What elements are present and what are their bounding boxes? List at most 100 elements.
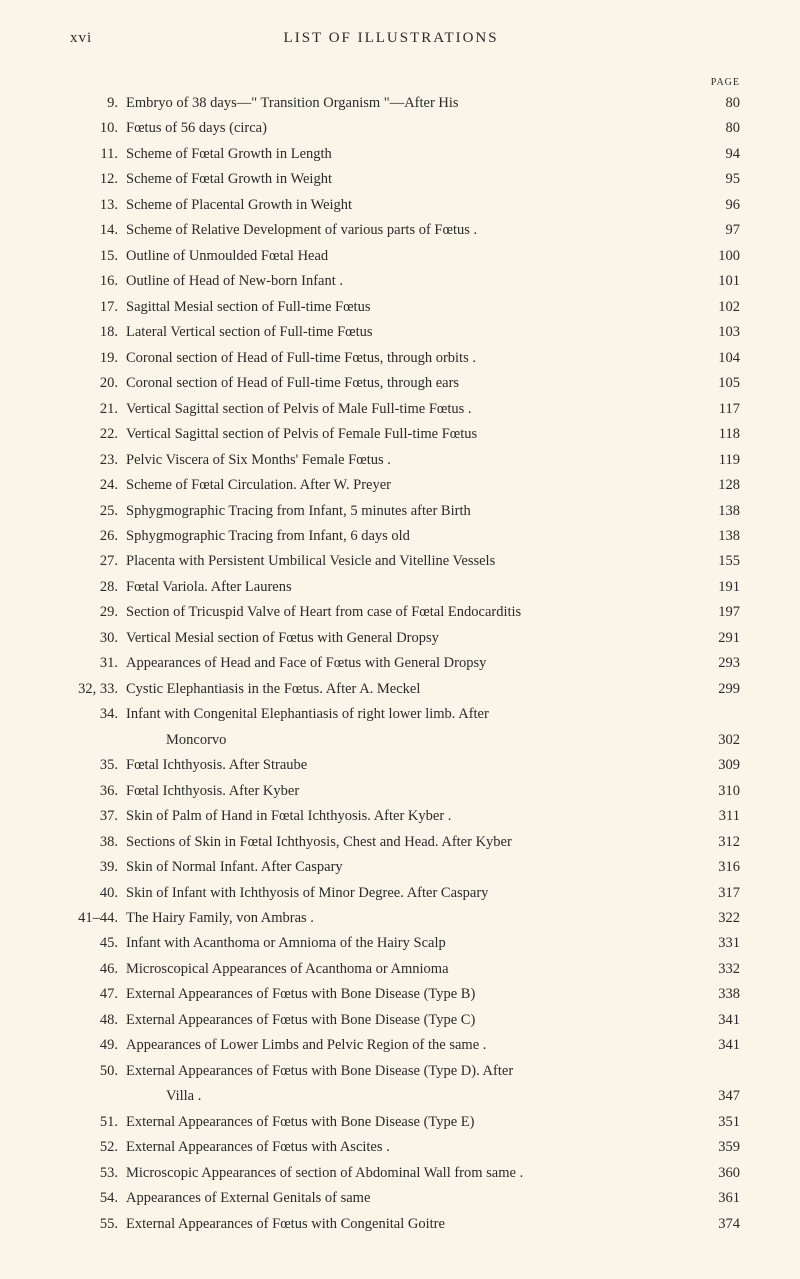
list-item: 21.Vertical Sagittal section of Pelvis o… <box>70 398 740 420</box>
entry-number: 22. <box>70 423 126 445</box>
entry-text: Villa . <box>126 1085 690 1107</box>
entry-text: Section of Tricuspid Valve of Heart from… <box>126 601 690 623</box>
list-item: 50.External Appearances of Fœtus with Bo… <box>70 1060 740 1082</box>
entry-number: 55. <box>70 1213 126 1235</box>
entry-number: 51. <box>70 1111 126 1133</box>
entry-number: 35. <box>70 754 126 776</box>
list-item: 29.Section of Tricuspid Valve of Heart f… <box>70 601 740 623</box>
entry-page: 118 <box>690 423 740 445</box>
list-item: 46.Microscopical Appearances of Acanthom… <box>70 958 740 980</box>
illustrations-list: 9.Embryo of 38 days—" Transition Organis… <box>70 92 740 1238</box>
entry-page: 361 <box>690 1187 740 1209</box>
entry-number: 14. <box>70 219 126 241</box>
entry-text: Fœtal Ichthyosis. After Straube <box>126 754 690 776</box>
entry-number: 23. <box>70 449 126 471</box>
list-item: 12.Scheme of Fœtal Growth in Weight95 <box>70 168 740 190</box>
entry-number: 18. <box>70 321 126 343</box>
entry-text: Scheme of Fœtal Growth in Weight <box>126 168 690 190</box>
list-item: 52.External Appearances of Fœtus with As… <box>70 1136 740 1158</box>
entry-text: Skin of Palm of Hand in Fœtal Ichthyosis… <box>126 805 690 827</box>
entry-number: 20. <box>70 372 126 394</box>
entry-number: 10. <box>70 117 126 139</box>
entry-page: 332 <box>690 958 740 980</box>
list-item: 35.Fœtal Ichthyosis. After Straube309 <box>70 754 740 776</box>
entry-number: 39. <box>70 856 126 878</box>
entry-text: Infant with Congenital Elephantiasis of … <box>126 703 690 725</box>
list-item: 20.Coronal section of Head of Full-time … <box>70 372 740 394</box>
entry-text: Scheme of Fœtal Growth in Length <box>126 143 690 165</box>
entry-page: 312 <box>690 831 740 853</box>
entry-page: 100 <box>690 245 740 267</box>
entry-text: External Appearances of Fœtus with Bone … <box>126 1009 690 1031</box>
entry-number: 27. <box>70 550 126 572</box>
list-item: 26.Sphygmographic Tracing from Infant, 6… <box>70 525 740 547</box>
page-number-roman: xvi <box>70 30 92 47</box>
list-item: 47.External Appearances of Fœtus with Bo… <box>70 983 740 1005</box>
entry-number: 26. <box>70 525 126 547</box>
entry-text: External Appearances of Fœtus with Bone … <box>126 1060 690 1082</box>
entry-page: 360 <box>690 1162 740 1184</box>
list-item: 38.Sections of Skin in Fœtal Ichthyosis,… <box>70 831 740 853</box>
list-item: Moncorvo302 <box>70 729 740 751</box>
entry-number: 45. <box>70 932 126 954</box>
list-item: 48.External Appearances of Fœtus with Bo… <box>70 1009 740 1031</box>
entry-number: 38. <box>70 831 126 853</box>
entry-number: 49. <box>70 1034 126 1056</box>
list-item: 14.Scheme of Relative Development of var… <box>70 219 740 241</box>
entry-page: 347 <box>690 1085 740 1107</box>
entry-page: 101 <box>690 270 740 292</box>
entry-text: Infant with Acanthoma or Amnioma of the … <box>126 932 690 954</box>
entry-number: 48. <box>70 1009 126 1031</box>
entry-number: 52. <box>70 1136 126 1158</box>
entry-page: 310 <box>690 780 740 802</box>
entry-page: 338 <box>690 983 740 1005</box>
entry-number: 47. <box>70 983 126 1005</box>
entry-text: Skin of Infant with Ichthyosis of Minor … <box>126 882 690 904</box>
entry-number: 17. <box>70 296 126 318</box>
entry-text: Skin of Normal Infant. After Caspary <box>126 856 690 878</box>
list-item: 53.Microscopic Appearances of section of… <box>70 1162 740 1184</box>
entry-number: 24. <box>70 474 126 496</box>
page-title: LIST OF ILLUSTRATIONS <box>92 30 740 47</box>
entry-number: 25. <box>70 500 126 522</box>
entry-text: Coronal section of Head of Full-time Fœt… <box>126 347 690 369</box>
list-item: 37.Skin of Palm of Hand in Fœtal Ichthyo… <box>70 805 740 827</box>
entry-text: External Appearances of Fœtus with Bone … <box>126 983 690 1005</box>
entry-page: 104 <box>690 347 740 369</box>
entry-page: 351 <box>690 1111 740 1133</box>
entry-text: The Hairy Family, von Ambras . <box>126 907 690 929</box>
list-item: 10.Fœtus of 56 days (circa)80 <box>70 117 740 139</box>
entry-number: 9. <box>70 92 126 114</box>
entry-page: 299 <box>690 678 740 700</box>
entry-text: Appearances of Lower Limbs and Pelvic Re… <box>126 1034 690 1056</box>
entry-text: Vertical Mesial section of Fœtus with Ge… <box>126 627 690 649</box>
entry-page: 94 <box>690 143 740 165</box>
entry-text: Scheme of Fœtal Circulation. After W. Pr… <box>126 474 690 496</box>
entry-page: 97 <box>690 219 740 241</box>
list-item: 34.Infant with Congenital Elephantiasis … <box>70 703 740 725</box>
entry-text: Outline of Head of New-born Infant . <box>126 270 690 292</box>
entry-text: External Appearances of Fœtus with Conge… <box>126 1213 690 1235</box>
entry-text: Sphygmographic Tracing from Infant, 6 da… <box>126 525 690 547</box>
entry-text: Embryo of 38 days—" Transition Organism … <box>126 92 690 114</box>
entry-page: 291 <box>690 627 740 649</box>
entry-text: Vertical Sagittal section of Pelvis of M… <box>126 398 690 420</box>
entry-number: 36. <box>70 780 126 802</box>
entry-page: 105 <box>690 372 740 394</box>
entry-number: 29. <box>70 601 126 623</box>
list-item: 11.Scheme of Fœtal Growth in Length94 <box>70 143 740 165</box>
list-item: 51.External Appearances of Fœtus with Bo… <box>70 1111 740 1133</box>
entry-text: Moncorvo <box>126 729 690 751</box>
entry-page: 95 <box>690 168 740 190</box>
list-item: 41–44.The Hairy Family, von Ambras .322 <box>70 907 740 929</box>
entry-number: 40. <box>70 882 126 904</box>
entry-number: 19. <box>70 347 126 369</box>
list-item: 13.Scheme of Placental Growth in Weight9… <box>70 194 740 216</box>
entry-number: 46. <box>70 958 126 980</box>
entry-text: Microscopical Appearances of Acanthoma o… <box>126 958 690 980</box>
list-item: 45.Infant with Acanthoma or Amnioma of t… <box>70 932 740 954</box>
entry-text: Sagittal Mesial section of Full-time Fœt… <box>126 296 690 318</box>
entry-text: Fœtal Variola. After Laurens <box>126 576 690 598</box>
entry-text: Sphygmographic Tracing from Infant, 5 mi… <box>126 500 690 522</box>
list-item: 22.Vertical Sagittal section of Pelvis o… <box>70 423 740 445</box>
